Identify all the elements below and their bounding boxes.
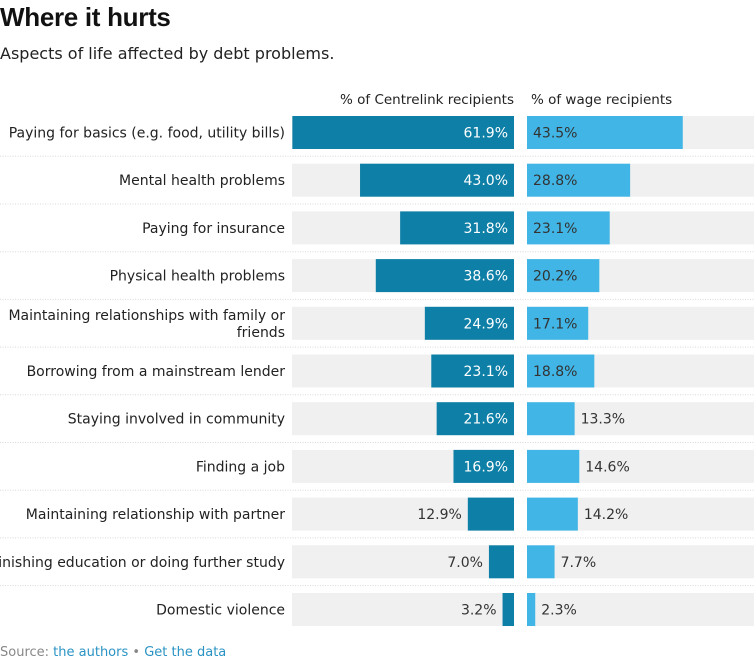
category-label: Paying for insurance (142, 221, 285, 237)
source-line: Source: the authors • Get the data (0, 645, 226, 660)
bar-wage (527, 545, 555, 579)
get-data-link[interactable]: Get the data (144, 645, 227, 660)
category-label: Finishing education or doing further stu… (0, 555, 285, 571)
bar-wage (527, 116, 683, 149)
value-label-centrelink: 43.0% (464, 173, 508, 189)
category-label: Paying for basics (e.g. food, utility bi… (9, 126, 285, 142)
chart-subtitle: Aspects of life affected by debt problem… (0, 44, 335, 63)
category-label: Staying involved in community (68, 412, 285, 428)
category-label: Physical health problems (110, 269, 285, 285)
authors-link[interactable]: the authors (53, 645, 129, 660)
bar-centrelink (453, 449, 514, 483)
source-separator: • (128, 645, 145, 660)
track-centrelink (292, 545, 514, 579)
bar-centrelink (424, 306, 514, 340)
value-label-centrelink: 38.6% (464, 269, 508, 285)
series-header-wage: % of wage recipients (531, 92, 673, 108)
category-label: Maintaining relationship with partner (26, 507, 285, 523)
value-label-centrelink: 7.0% (447, 555, 483, 571)
value-label-centrelink: 3.2% (461, 603, 497, 619)
bar-centrelink (502, 593, 514, 626)
track-centrelink (292, 593, 514, 626)
bar-centrelink (375, 259, 514, 293)
category-label: Mental health problems (119, 173, 285, 189)
bar-centrelink (488, 545, 514, 579)
category-label: Finding a job (196, 459, 285, 475)
bar-centrelink (360, 163, 514, 197)
value-label-wage: 14.2% (584, 507, 628, 523)
bar-wage (527, 593, 536, 626)
value-label-centrelink: 31.8% (464, 221, 508, 237)
bar-wage (527, 211, 610, 245)
bar-centrelink (292, 116, 514, 149)
bar-wage (527, 449, 580, 483)
series-header-centrelink: % of Centrelink recipients (340, 92, 514, 108)
value-label-wage: 14.6% (585, 459, 629, 475)
bar-wage (527, 402, 575, 436)
bar-centrelink (400, 211, 514, 245)
value-label-centrelink: 21.6% (464, 412, 508, 428)
value-label-centrelink: 24.9% (464, 316, 508, 332)
value-label-wage: 20.2% (533, 269, 577, 285)
track-wage (527, 593, 754, 626)
value-label-centrelink: 61.9% (464, 126, 508, 142)
bar-chart: Paying for basics (e.g. food, utility bi… (0, 116, 754, 626)
bar-centrelink (436, 402, 514, 436)
value-label-wage: 28.8% (533, 173, 577, 189)
bar-wage (527, 163, 631, 197)
bar-wage (527, 354, 595, 388)
category-label: Maintaining relationships with family or (8, 308, 285, 324)
category-label: friends (237, 325, 285, 341)
category-label: Domestic violence (156, 603, 285, 619)
chart-title: Where it hurts (0, 2, 171, 32)
value-label-wage: 23.1% (533, 221, 577, 237)
category-label: Borrowing from a mainstream lender (27, 364, 286, 380)
value-label-wage: 18.8% (533, 364, 577, 380)
value-label-centrelink: 23.1% (464, 364, 508, 380)
bar-wage (527, 497, 578, 531)
value-label-centrelink: 12.9% (417, 507, 461, 523)
source-prefix: Source: (0, 645, 54, 660)
value-label-centrelink: 16.9% (464, 459, 508, 475)
value-label-wage: 7.7% (561, 555, 597, 571)
value-label-wage: 13.3% (581, 412, 625, 428)
track-wage (527, 545, 754, 579)
value-label-wage: 43.5% (533, 126, 577, 142)
bar-centrelink (431, 354, 514, 388)
value-label-wage: 17.1% (533, 316, 577, 332)
bar-centrelink (467, 497, 514, 531)
bar-wage (527, 259, 600, 293)
value-label-wage: 2.3% (541, 603, 577, 619)
bar-wage (527, 306, 589, 340)
